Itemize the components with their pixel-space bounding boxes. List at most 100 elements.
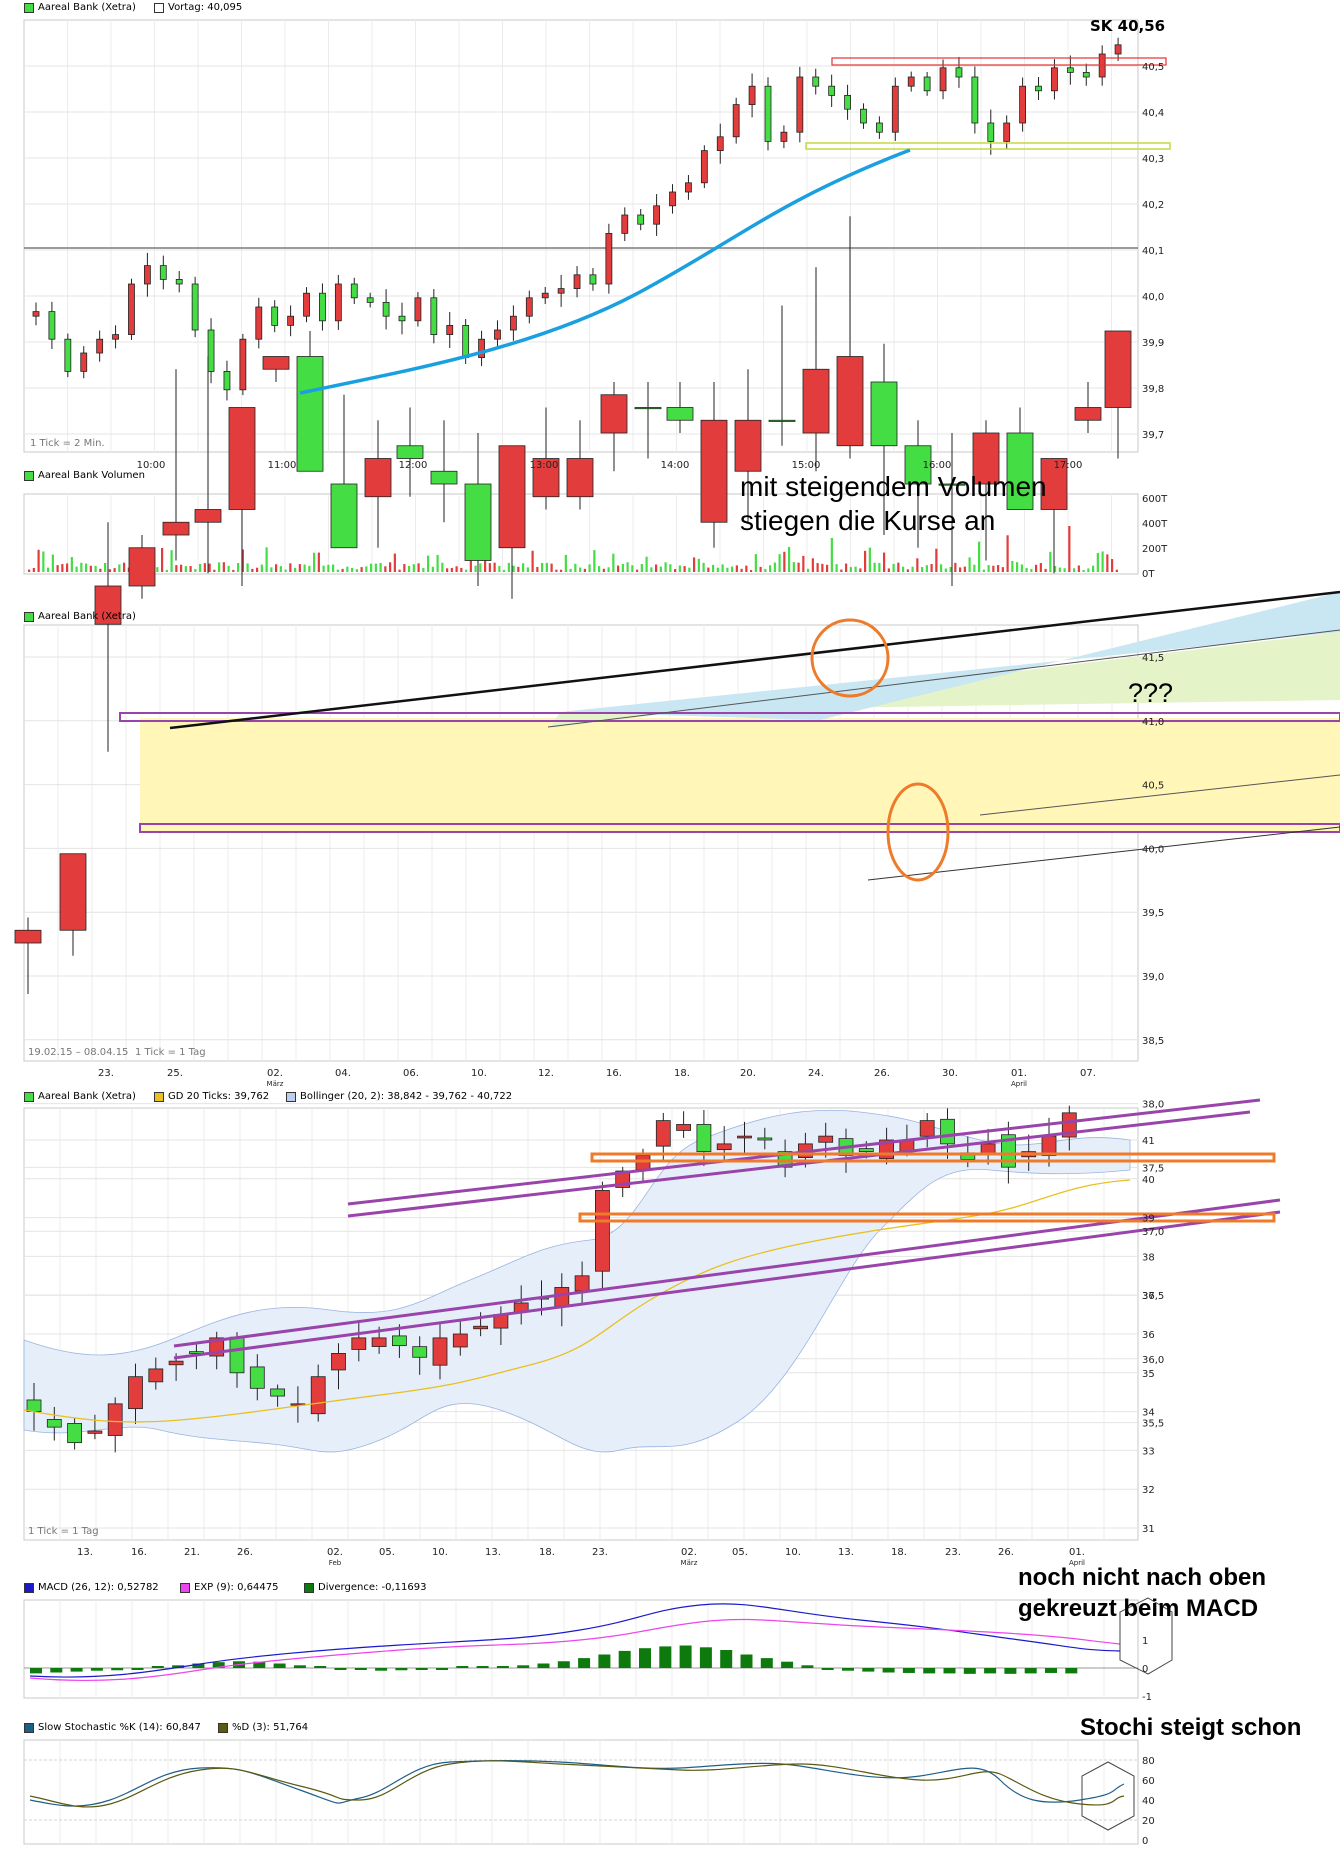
daily-candle bbox=[228, 407, 256, 510]
bollinger-legend-ma: GD 20 Ticks: 39,762 bbox=[154, 1091, 269, 1102]
macd-divergence-bar bbox=[679, 1645, 692, 1668]
intraday-ytick-label: 40,4 bbox=[1142, 108, 1164, 119]
bollinger-ytick-label: 38 bbox=[1142, 1252, 1155, 1263]
intraday-tick-note: 1 Tick = 2 Min. bbox=[30, 438, 105, 449]
volume-bar bbox=[674, 569, 677, 572]
volume-bar bbox=[636, 569, 639, 572]
volume-bar bbox=[308, 565, 311, 572]
intraday-candle bbox=[589, 274, 597, 285]
bollinger-candle bbox=[858, 1148, 874, 1153]
volume-legend-text: Aareal Bank Volumen bbox=[38, 470, 145, 481]
macd-divergence-bar bbox=[1024, 1668, 1037, 1674]
daily-candle bbox=[634, 407, 662, 410]
volume-bar bbox=[859, 568, 862, 572]
volume-bar bbox=[265, 547, 268, 572]
macd-divergence-bar bbox=[476, 1666, 489, 1668]
volume-bar bbox=[769, 565, 772, 572]
lower-inner-trendline bbox=[979, 774, 1340, 816]
volume-bar bbox=[745, 565, 748, 572]
intraday-candle bbox=[844, 95, 851, 110]
volume-bar bbox=[868, 547, 871, 572]
axis-labels: 40,5 40,4 40,3 40,2 40,1 40,0 39,9 39,8 39,7 10:0… bbox=[77, 62, 1168, 1847]
bollinger-candle bbox=[412, 1346, 428, 1358]
volume-bar bbox=[1082, 569, 1085, 572]
intraday-candle bbox=[637, 214, 645, 225]
intraday-candle bbox=[175, 278, 183, 285]
volume-bar bbox=[398, 569, 401, 572]
macd-divergence-bar bbox=[192, 1663, 205, 1668]
intraday-candle bbox=[525, 297, 533, 317]
intraday-ytick-label: 39,9 bbox=[1142, 338, 1164, 349]
bollinger-candle bbox=[716, 1143, 732, 1151]
macd-divergence-bar bbox=[273, 1663, 286, 1668]
bollinger-candle bbox=[432, 1337, 448, 1366]
bollinger-ytick-label: 32 bbox=[1142, 1485, 1155, 1496]
bollinger-candle bbox=[554, 1287, 570, 1308]
intraday-candle bbox=[494, 329, 501, 340]
intraday-legend-prev: Vortag: 40,095 bbox=[154, 2, 242, 13]
volume-bar bbox=[816, 563, 819, 572]
intraday-ytick-label: 39,8 bbox=[1142, 384, 1164, 395]
intraday-candle bbox=[398, 315, 406, 322]
daily-candle bbox=[836, 356, 864, 447]
daily-ytick-label: 35,5 bbox=[1142, 1419, 1164, 1430]
volume-bar bbox=[835, 564, 838, 572]
macd-ytick-label: -1 bbox=[1142, 1692, 1152, 1703]
volume-bar bbox=[28, 569, 31, 572]
volume-bar bbox=[612, 553, 615, 572]
bollinger-candle bbox=[67, 1423, 82, 1444]
daily-candle bbox=[296, 356, 324, 472]
macd-divergence-bar bbox=[963, 1668, 976, 1674]
intraday-candle bbox=[573, 274, 581, 289]
volume-legend: Aareal Bank Volumen bbox=[24, 470, 145, 481]
macd-divergence-bar bbox=[314, 1666, 327, 1668]
macd-divergence-bar bbox=[842, 1668, 854, 1671]
daily-xtick-sub-label: April bbox=[1011, 1080, 1027, 1088]
macd-divergence-bar bbox=[598, 1654, 611, 1668]
daily-candle bbox=[938, 483, 966, 486]
volume-bar bbox=[51, 554, 54, 572]
volume-bar bbox=[474, 565, 477, 572]
macd-legend-macd-text: MACD (26, 12): 0,52782 bbox=[38, 1582, 159, 1593]
daily-candle bbox=[600, 394, 628, 434]
volume-bar bbox=[1063, 568, 1066, 572]
volume-bar bbox=[156, 567, 159, 572]
intraday-ytick-label: 40,5 bbox=[1142, 62, 1164, 73]
volume-bar bbox=[688, 567, 691, 572]
volume-bar bbox=[1068, 526, 1071, 572]
daily-candle bbox=[396, 445, 424, 459]
volume-bar bbox=[963, 566, 966, 572]
volume-bar bbox=[845, 563, 848, 572]
bollinger-xtick-label: 23. bbox=[945, 1547, 961, 1558]
volume-bar bbox=[1115, 569, 1118, 572]
bollinger-lower-channel-b bbox=[173, 1210, 1281, 1360]
intraday-candle bbox=[96, 338, 104, 354]
chart-marks bbox=[14, 37, 1138, 1808]
macd-divergence-bar bbox=[882, 1668, 895, 1673]
bollinger-ytick-label: 36 bbox=[1142, 1330, 1155, 1341]
intraday-candle bbox=[923, 76, 931, 92]
intraday-candle bbox=[812, 76, 820, 87]
volume-bar bbox=[992, 565, 995, 572]
lower-trendline bbox=[867, 826, 1340, 881]
bollinger-xtick-sub-label: März bbox=[681, 1559, 698, 1567]
volume-bar bbox=[1096, 552, 1099, 572]
volume-bar bbox=[807, 568, 810, 572]
daily-xtick-label: 10. bbox=[471, 1068, 487, 1079]
volume-bar bbox=[436, 554, 439, 572]
bollinger-candle bbox=[148, 1368, 164, 1383]
stoch-ytick-label: 20 bbox=[1142, 1816, 1155, 1827]
intraday-candle bbox=[191, 283, 199, 331]
volume-bar bbox=[251, 568, 254, 572]
bollinger-candle bbox=[473, 1325, 489, 1330]
bollinger-candle bbox=[87, 1430, 103, 1434]
volume-bar bbox=[488, 563, 491, 572]
macd-divergence-bar bbox=[760, 1658, 773, 1668]
daily-legend: Aareal Bank (Xetra) bbox=[24, 611, 136, 622]
volume-bar bbox=[726, 567, 729, 572]
volume-bar bbox=[683, 566, 686, 572]
intraday-candle bbox=[716, 136, 724, 152]
intraday-candle bbox=[32, 311, 40, 317]
bollinger-candle bbox=[1001, 1134, 1016, 1168]
macd-divergence-bar bbox=[1045, 1668, 1057, 1673]
